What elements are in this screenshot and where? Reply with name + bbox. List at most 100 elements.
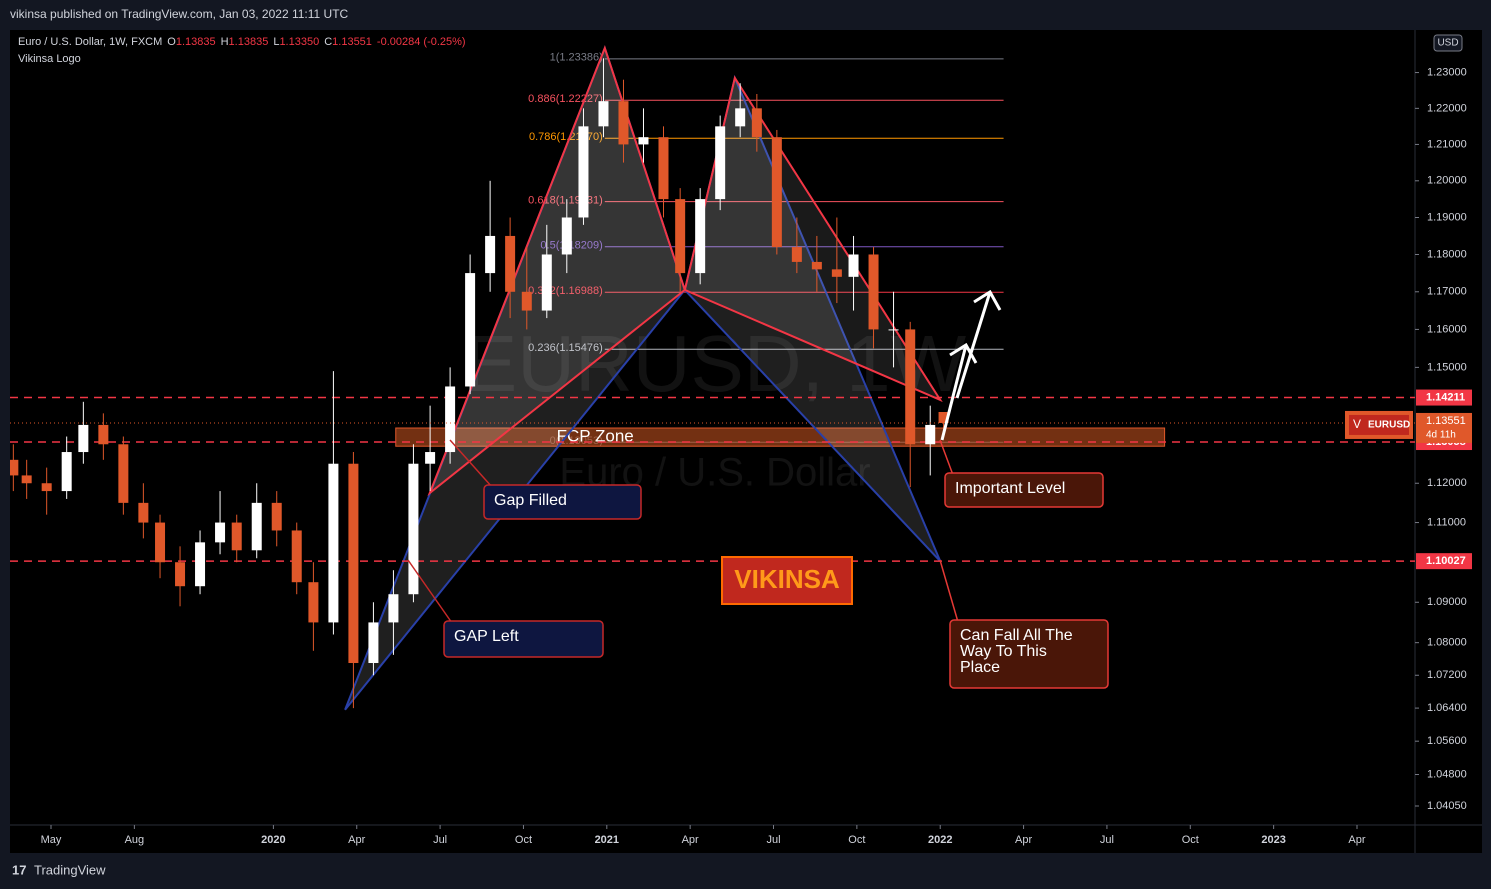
watermark-title: EURUSD, 1W [464, 319, 967, 408]
callout-text: Can Fall All The Way To This Place [960, 627, 1073, 676]
y-tick-label: 1.20000 [1427, 175, 1467, 187]
candle-body [21, 475, 32, 484]
fcp-zone-label: FCP Zone [557, 427, 634, 446]
candle-body [61, 452, 72, 492]
y-tick-label: 1.08000 [1427, 637, 1467, 649]
candle-body [888, 329, 899, 331]
callout-line [939, 439, 954, 476]
legend-part: H [221, 36, 229, 48]
candle-body [618, 101, 629, 145]
x-tick-label: Apr [348, 834, 365, 846]
candle-body [155, 522, 166, 563]
candle-body [505, 235, 516, 292]
callout-line [939, 559, 959, 623]
candle-body [715, 126, 726, 200]
candle-body [118, 444, 129, 503]
y-tick-label: 1.19000 [1427, 211, 1467, 223]
fib-label: 0.236(1.15476) [528, 342, 603, 354]
candle-body [695, 199, 706, 274]
candle-body [561, 217, 572, 255]
candle-body [868, 254, 879, 330]
candle-body [231, 522, 242, 551]
candle-body [98, 424, 109, 445]
arrow-shaft [940, 344, 968, 441]
y-tick-label: 1.06400 [1427, 702, 1467, 714]
candle-body [308, 582, 319, 623]
candle-body [408, 463, 419, 595]
legend-part: 1.13835 [176, 36, 216, 48]
x-tick-label: Oct [1182, 834, 1199, 846]
y-tick-label: 1.04050 [1427, 800, 1467, 812]
candle-body [291, 530, 302, 583]
arrow-head [973, 289, 1002, 311]
x-tick-label: Apr [682, 834, 699, 846]
candle-body [10, 459, 19, 476]
candle-body [811, 261, 822, 270]
candle-body [251, 502, 262, 551]
candle-body [521, 291, 532, 311]
candle-body [578, 126, 589, 218]
price-badge-label: 1.13551 [1426, 415, 1466, 427]
y-tick-label: 1.16000 [1427, 323, 1467, 335]
callout-text: Important Level [955, 480, 1065, 497]
candle-body [735, 108, 746, 127]
candle-body [938, 412, 949, 423]
candle-body [215, 522, 226, 543]
callout-box [483, 484, 642, 520]
y-tick-label: 1.07200 [1427, 669, 1467, 681]
callout-line [449, 439, 493, 488]
candle-body [368, 622, 379, 664]
y-tick-label: 1.15000 [1427, 361, 1467, 373]
candle-body [848, 254, 859, 277]
symbol-tag-inner [1349, 414, 1409, 435]
y-tick-label: 1.22000 [1427, 102, 1467, 114]
x-tick-label: Jul [1100, 834, 1114, 846]
callout-box [944, 472, 1104, 508]
legend-part: L [273, 36, 279, 48]
y-tick-label: 1.18000 [1427, 248, 1467, 260]
candle-body [638, 137, 649, 145]
x-tick-label: 2021 [595, 834, 619, 846]
legend-part: Euro / U.S. Dollar, 1W, FXCM [18, 36, 162, 48]
callout-text: Gap Filled [494, 492, 567, 509]
y-tick-label: 1.12000 [1427, 477, 1467, 489]
y-tick-label: 1.04800 [1427, 768, 1467, 780]
x-tick-label: 2023 [1261, 834, 1285, 846]
callout-line [407, 559, 453, 624]
candle-body [905, 329, 916, 445]
y-tick-label: 1.09000 [1427, 596, 1467, 608]
candle-body [541, 254, 552, 311]
red-pattern [427, 45, 686, 497]
candle-body [598, 101, 609, 127]
candle-body [831, 269, 842, 277]
candle-body [425, 452, 436, 464]
currency: USD [1437, 38, 1458, 49]
candle-body [771, 137, 782, 248]
x-tick-label: Aug [125, 834, 145, 846]
legend-part: 1.13350 [279, 36, 319, 48]
level-badge-label: 1.10027 [1426, 555, 1466, 567]
logo-text: VIKINSA [734, 564, 840, 594]
price-badge [1416, 412, 1472, 443]
candle-body [485, 235, 496, 274]
x-tick-label: Apr [1348, 834, 1365, 846]
arrow-shaft [955, 291, 992, 399]
y-tick-label: 1.17000 [1427, 286, 1467, 298]
indicator-name: Vikinsa Logo [18, 53, 81, 65]
arrow-head [949, 342, 978, 364]
candle-body [388, 594, 399, 623]
candle-body [271, 502, 282, 531]
x-tick-label: Oct [848, 834, 865, 846]
callout-text: GAP Left [454, 628, 519, 645]
legend-part: 1.13835 [229, 36, 269, 48]
legend-part: C [324, 36, 332, 48]
y-tick-label: 1.21000 [1427, 138, 1467, 150]
candle-body [328, 463, 339, 623]
y-tick-label: 1.11000 [1427, 516, 1466, 528]
level-badge [1416, 553, 1472, 570]
symbol-tag-letter: V [1353, 417, 1361, 431]
x-tick-label: May [41, 834, 62, 846]
y-tick-label: 1.05600 [1427, 735, 1467, 747]
candle-body [41, 483, 52, 492]
